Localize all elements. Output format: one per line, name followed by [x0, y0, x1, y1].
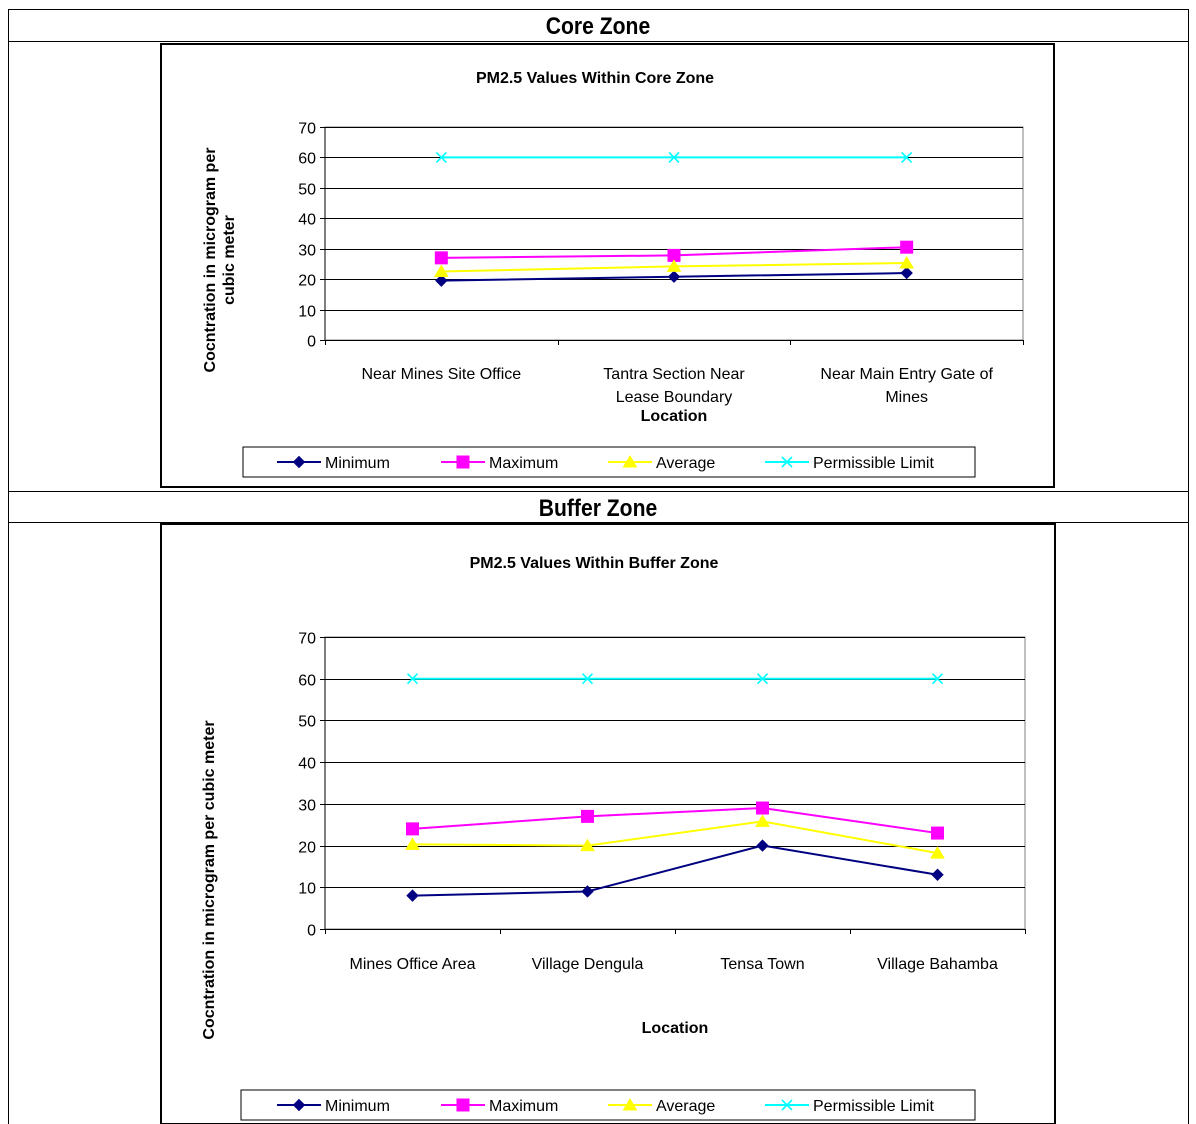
core-x-tick-label: Lease Boundary — [616, 389, 733, 406]
buffer-series-maximum-line — [412, 807, 938, 835]
buffer-y-tick-label: 50 — [298, 714, 316, 731]
buffer-series-maximum-point — [756, 801, 769, 815]
core-series-average-point — [899, 256, 915, 269]
section-heading-buffer: Buffer Zone — [539, 495, 657, 522]
core-legend: Minimum Maximum Average Permissible Limit — [242, 446, 976, 478]
buffer-series-maximum-point — [931, 826, 944, 840]
buffer-x-axis-label: Location — [642, 1020, 709, 1037]
core-series-maximum-point — [900, 240, 914, 254]
core-y-axis-label: Cocntration in microgram per — [202, 148, 219, 373]
core-y-axis-label: cubic meter — [221, 215, 238, 305]
core-legend-minimum-label: Minimum — [325, 455, 390, 472]
buffer-chart-title: PM2.5 Values Within Buffer Zone — [470, 555, 719, 572]
core-series-permissible-limit-point — [435, 151, 447, 163]
core-x-tick-label: Mines — [885, 389, 928, 406]
core-series-maximum-point — [434, 251, 448, 265]
buffer-series-maximum-point — [581, 809, 594, 823]
core-y-tick-label: 50 — [298, 182, 316, 199]
buffer-y-axis-label: Cocntration in microgram per cubic meter — [201, 720, 218, 1039]
buffer-x-tick-label: Mines Office Area — [350, 956, 476, 973]
buffer-chart-plot: 0 10 20 30 40 50 60 70 Mines Office Area Village … — [201, 631, 1026, 1121]
buffer-plot-area — [324, 636, 1026, 930]
buffer-series-minimum-point — [931, 868, 944, 881]
buffer-series-average-point — [755, 814, 770, 827]
buffer-series-minimum-line — [412, 844, 938, 897]
buffer-y-tick-label: 60 — [298, 673, 316, 690]
buffer-legend-permissible-limit-marker — [781, 1099, 793, 1111]
section-heading-core: Core Zone — [546, 13, 650, 40]
core-plot-area — [324, 126, 1024, 341]
buffer-series-permissible-limit-point — [931, 673, 944, 685]
buffer-x-tick-label: Village Dengula — [532, 956, 644, 973]
core-legend-maximum-marker — [456, 455, 470, 469]
buffer-series-average-point — [580, 838, 595, 852]
core-legend-average-label: Average — [656, 455, 715, 472]
buffer-legend-maximum-marker — [456, 1098, 470, 1112]
buffer-legend: Minimum Maximum Average Permissible Limit — [240, 1089, 976, 1121]
buffer-series-permissible-limit-point — [756, 673, 769, 685]
core-y-tick-label: 30 — [298, 243, 316, 260]
buffer-legend-maximum-label: Maximum — [489, 1098, 558, 1115]
buffer-legend-permissible-limit-label: Permissible Limit — [813, 1098, 934, 1115]
core-legend-permissible-limit-marker — [781, 456, 793, 468]
core-series-minimum-point — [435, 274, 448, 287]
core-legend-average-marker — [622, 455, 638, 468]
buffer-series-minimum-point — [406, 889, 419, 902]
core-y-tick-label: 40 — [298, 212, 316, 229]
core-chart-title: PM2.5 Values Within Core Zone — [476, 70, 714, 87]
buffer-legend-minimum-label: Minimum — [325, 1098, 390, 1115]
core-y-tick-label: 0 — [307, 334, 316, 351]
core-series-permissible-limit-point — [901, 151, 913, 163]
core-x-tick-label: Near Mines Site Office — [361, 366, 521, 383]
buffer-y-tick-label: 0 — [307, 923, 316, 940]
table-grid — [8, 9, 1189, 1124]
buffer-series-maximum-point — [406, 822, 419, 836]
buffer-series-average-point — [405, 837, 420, 850]
core-legend-permissible-limit-label: Permissible Limit — [813, 455, 934, 472]
buffer-x-tick-label: Tensa Town — [720, 956, 804, 973]
core-series-minimum-point — [667, 270, 681, 283]
core-x-tick-label: Tantra Section Near — [603, 366, 745, 383]
buffer-y-tick-label: 40 — [298, 756, 316, 773]
buffer-legend-average-label: Average — [656, 1098, 715, 1115]
core-series-permissible-limit-point — [668, 151, 680, 163]
buffer-legend-minimum-marker — [292, 1098, 306, 1112]
core-y-tick-label: 60 — [298, 151, 316, 168]
core-x-tick-label: Near Main Entry Gate of — [820, 366, 993, 383]
buffer-y-tick-label: 30 — [298, 798, 316, 815]
core-y-tick-label: 20 — [298, 273, 316, 290]
core-x-axis-label: Location — [641, 408, 708, 425]
buffer-series-average-line — [412, 820, 938, 855]
buffer-series-average-point — [930, 846, 945, 859]
core-y-tick-label: 70 — [298, 121, 316, 138]
buffer-y-tick-label: 20 — [298, 840, 316, 857]
core-series-average-point — [666, 259, 682, 272]
buffer-series-minimum-point — [581, 885, 594, 898]
buffer-series-permissible-limit-point — [406, 673, 419, 685]
core-y-tick-label: 10 — [298, 304, 316, 321]
core-legend-minimum-marker — [292, 455, 306, 469]
buffer-y-tick-label: 10 — [298, 881, 316, 898]
core-legend-maximum-label: Maximum — [489, 455, 558, 472]
buffer-series-minimum-point — [756, 839, 769, 852]
buffer-x-tick-label: Village Bahamba — [877, 956, 998, 973]
buffer-y-tick-label: 70 — [298, 631, 316, 648]
buffer-series-permissible-limit-point — [581, 673, 594, 685]
core-series-average-point — [433, 264, 449, 278]
core-chart-plot: 0 10 20 30 40 50 60 70 Near Mines Site Office Tan… — [202, 121, 1024, 478]
core-series-minimum-point — [900, 266, 913, 280]
buffer-legend-average-marker — [622, 1098, 638, 1111]
